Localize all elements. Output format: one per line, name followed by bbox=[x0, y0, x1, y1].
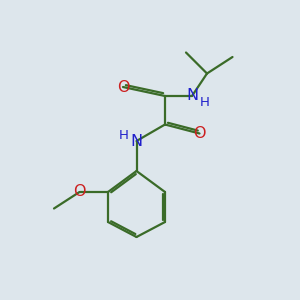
Text: O: O bbox=[73, 184, 86, 200]
Text: O: O bbox=[193, 126, 206, 141]
Text: H: H bbox=[200, 96, 209, 109]
Text: O: O bbox=[117, 80, 129, 94]
Text: N: N bbox=[186, 88, 198, 104]
Text: H: H bbox=[118, 129, 128, 142]
Text: N: N bbox=[130, 134, 142, 148]
